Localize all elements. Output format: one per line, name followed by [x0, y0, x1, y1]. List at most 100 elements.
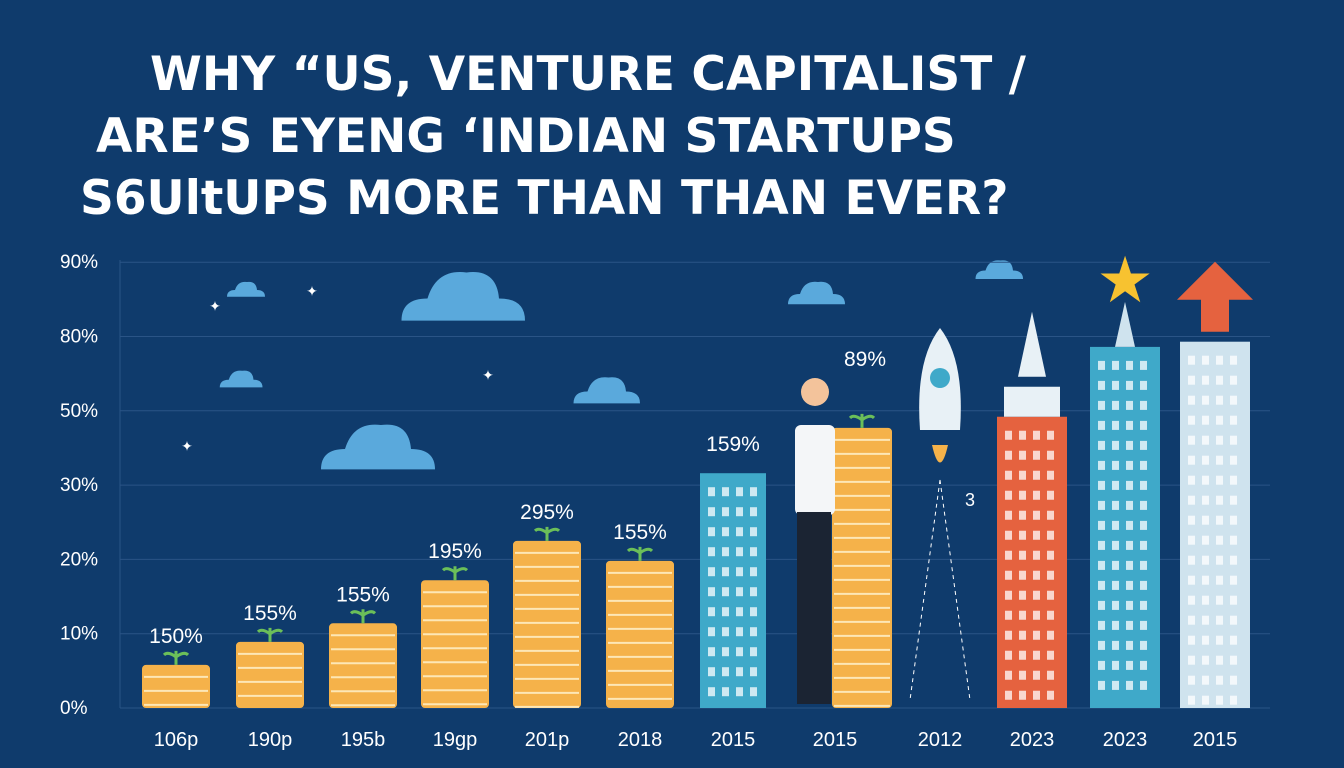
building-window — [1047, 430, 1054, 440]
data-label: 155% — [243, 602, 297, 625]
sprout-icon — [848, 413, 876, 428]
launch-tower-line — [939, 479, 971, 701]
building-window — [1112, 380, 1119, 390]
building-window — [1047, 690, 1054, 700]
cloud-icon — [401, 272, 525, 321]
building-window — [1140, 380, 1147, 390]
coin-stack — [606, 560, 674, 708]
building-window — [1126, 380, 1133, 390]
title-line-3: S6UltUPS MORE THAN THAN EVER? — [80, 171, 1009, 226]
building-window — [1047, 490, 1054, 500]
sprout-icon — [349, 609, 377, 624]
building-window — [1033, 670, 1040, 680]
building-window — [750, 647, 757, 657]
building-window — [1126, 480, 1133, 490]
building-window — [1098, 520, 1105, 530]
building-window — [1140, 600, 1147, 610]
building-window — [1019, 470, 1026, 480]
building-window — [1216, 675, 1223, 685]
building-window — [1202, 395, 1209, 405]
building-window — [736, 667, 743, 677]
star-icon: ★ — [1096, 244, 1153, 316]
building-window — [1098, 620, 1105, 630]
building-window — [1230, 415, 1237, 425]
building-window — [1140, 620, 1147, 630]
building-window — [1126, 520, 1133, 530]
building-window — [1202, 495, 1209, 505]
bar-0 — [142, 650, 210, 708]
building-window — [1202, 535, 1209, 545]
launch-tower-line — [909, 479, 941, 701]
building-window — [708, 627, 715, 637]
x-tick-label: 2018 — [618, 729, 663, 751]
building-window — [1033, 690, 1040, 700]
building-window — [1216, 595, 1223, 605]
y-tick-label: 20% — [60, 549, 98, 570]
building-window — [1188, 655, 1195, 665]
building-window — [1098, 540, 1105, 550]
bar-1 — [236, 627, 304, 708]
cloud-icon — [219, 370, 263, 388]
building-window — [1126, 360, 1133, 370]
building-window — [1188, 515, 1195, 525]
building-window — [1019, 610, 1026, 620]
building-window — [1126, 660, 1133, 670]
building-window — [1098, 680, 1105, 690]
building-window — [708, 487, 715, 497]
building-window — [1140, 360, 1147, 370]
building-window — [1112, 660, 1119, 670]
building-window — [708, 547, 715, 557]
rocket-window — [930, 368, 950, 388]
building-window — [1112, 460, 1119, 470]
building-window — [1005, 450, 1012, 460]
building-window — [1188, 375, 1195, 385]
star-icon: ✦ — [482, 367, 494, 383]
building-window — [1098, 480, 1105, 490]
building-window — [1202, 555, 1209, 565]
building-window — [1202, 655, 1209, 665]
building-window — [1216, 395, 1223, 405]
x-tick-label: 2023 — [1103, 729, 1148, 751]
building-window — [1140, 460, 1147, 470]
building-window — [750, 567, 757, 577]
building-window — [1098, 420, 1105, 430]
building-window — [1033, 570, 1040, 580]
building-window — [1033, 630, 1040, 640]
building-window — [1112, 360, 1119, 370]
building-window — [1112, 540, 1119, 550]
x-tick-label: 2015 — [1193, 729, 1238, 751]
data-label: 89% — [844, 348, 886, 371]
cloud-shape — [401, 272, 525, 321]
building-window — [722, 627, 729, 637]
building-window — [1033, 470, 1040, 480]
building-window — [736, 547, 743, 557]
building-window — [1140, 580, 1147, 590]
building-window — [1140, 680, 1147, 690]
building-window — [1230, 375, 1237, 385]
building-window — [1126, 580, 1133, 590]
y-tick-label: 30% — [60, 475, 98, 496]
building-window — [1019, 590, 1026, 600]
y-tick-label: 50% — [60, 401, 98, 422]
building-window — [708, 527, 715, 537]
star-icon: ✦ — [181, 438, 193, 454]
building-window — [1005, 470, 1012, 480]
building-window — [722, 607, 729, 617]
data-label: 295% — [520, 501, 574, 524]
cloud-shape — [573, 377, 640, 404]
bar-5 — [606, 546, 674, 708]
building-window — [1098, 440, 1105, 450]
x-tick-label: 19gp — [433, 729, 478, 751]
building-window — [1098, 380, 1105, 390]
building-window — [1202, 675, 1209, 685]
building-window — [1230, 595, 1237, 605]
building-window — [750, 667, 757, 677]
building-window — [1047, 550, 1054, 560]
building-window — [708, 567, 715, 577]
building-window — [1019, 630, 1026, 640]
building-window — [1019, 670, 1026, 680]
building-window — [1019, 450, 1026, 460]
x-tick-label: 2012 — [918, 729, 963, 751]
building-window — [708, 507, 715, 517]
building-window — [1033, 490, 1040, 500]
